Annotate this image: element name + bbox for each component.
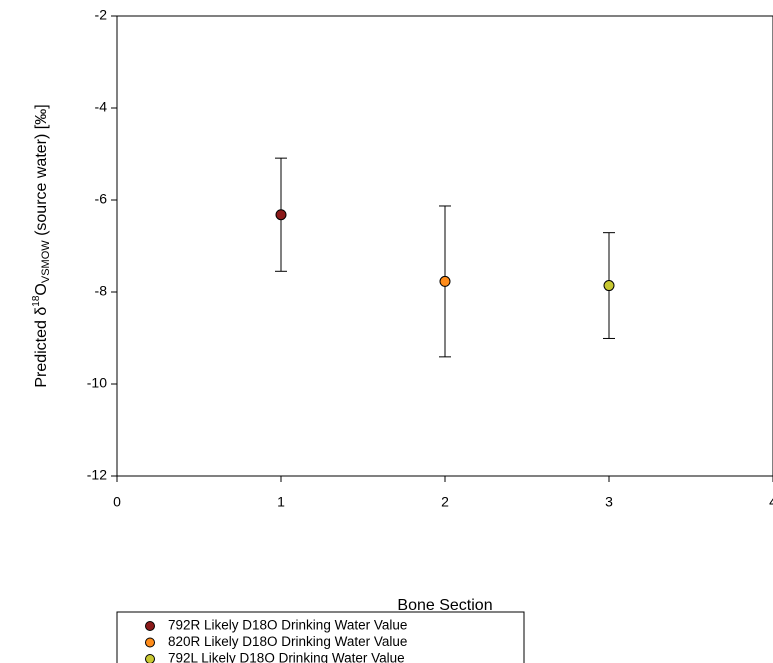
y-label-sup: 18 <box>31 295 42 307</box>
legend-label: 792L Likely D18O Drinking Water Value <box>168 651 405 663</box>
y-tick-label: -10 <box>87 375 107 391</box>
y-tick-label: -8 <box>95 283 108 299</box>
y-label-part: O <box>33 283 50 295</box>
x-tick-label: 1 <box>277 494 285 510</box>
legend-label: 820R Likely D18O Drinking Water Value <box>168 634 407 649</box>
y-label-part: Predicted δ <box>33 307 50 388</box>
y-label-sub: VSMOW <box>40 240 52 283</box>
y-tick-label: -12 <box>87 467 107 483</box>
y-label-part: (source water) [‰] <box>33 104 50 240</box>
legend-marker <box>145 637 155 648</box>
legend-label: 792R Likely D18O Drinking Water Value <box>168 618 407 633</box>
x-tick-label: 2 <box>441 494 449 510</box>
point <box>603 280 615 292</box>
x-axis-label: Bone Section <box>397 597 492 614</box>
legend-marker <box>145 621 155 631</box>
legend-box <box>116 611 525 663</box>
point <box>439 275 451 287</box>
point <box>275 209 287 221</box>
y-tick-label: -6 <box>95 191 108 207</box>
x-tick-label: 0 <box>113 494 121 510</box>
y-tick-label: -2 <box>95 7 108 23</box>
y-axis-label: Predicted δ18OVSMOW (source water) [‰] <box>31 104 52 387</box>
x-tick-label: 3 <box>605 494 613 510</box>
legend-marker <box>145 654 155 663</box>
legend: 792R Likely D18O Drinking Water Value820… <box>145 618 407 663</box>
x-tick-label: 4 <box>769 494 773 510</box>
y-tick-label: -4 <box>95 99 108 115</box>
